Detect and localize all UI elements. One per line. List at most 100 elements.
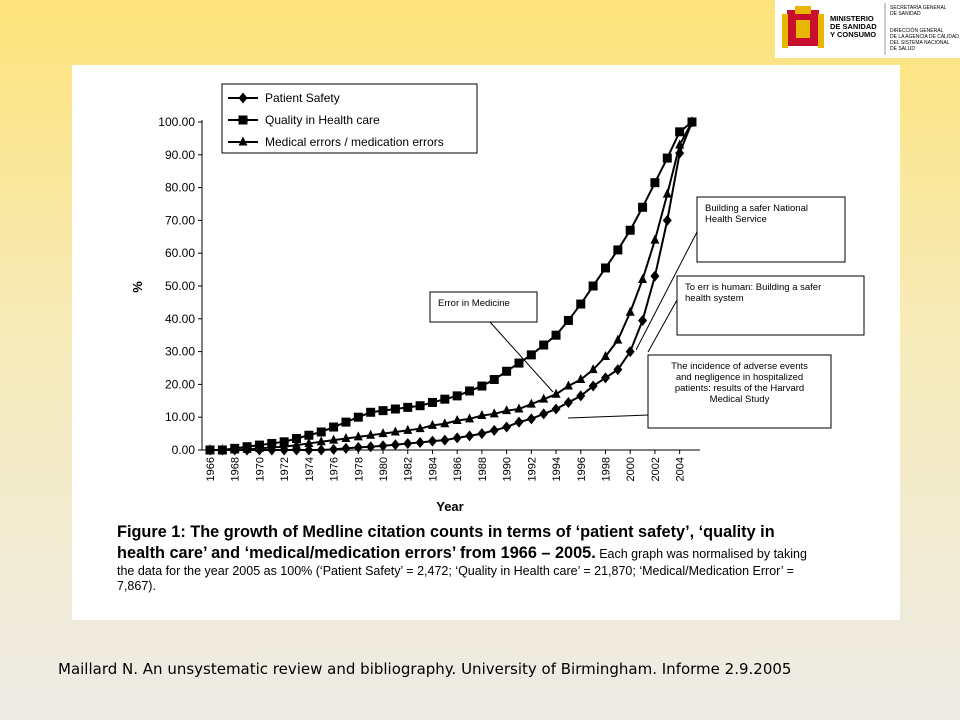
diamond-marker [662,214,672,226]
diamond-marker [600,372,610,384]
logo-ministry: DE SANIDAD [830,22,877,31]
annotation-leader [647,299,678,353]
square-marker [353,412,363,422]
triangle-marker [551,388,561,398]
square-marker [427,397,437,407]
triangle-marker [353,431,363,441]
square-marker [304,430,314,440]
y-tick-label: 50.00 [165,279,195,293]
square-marker [366,407,376,417]
square-marker [675,127,685,137]
x-tick-label: 1996 [576,457,588,481]
square-marker [502,366,512,376]
diamond-marker [238,92,248,104]
triangle-marker [662,188,672,198]
square-marker [316,427,326,437]
series-line [210,121,693,451]
square-marker [563,315,573,325]
triangle-marker [238,136,248,146]
y-tick-label: 60.00 [165,246,195,260]
diamond-marker [378,440,388,452]
x-tick-label: 1988 [477,457,489,481]
x-tick-label: 1992 [526,457,538,481]
square-marker [514,358,524,368]
diamond-marker [465,430,475,442]
square-marker [489,374,499,384]
logo-direction: DE SALUD [890,46,915,52]
diamond-marker [551,403,561,415]
triangle-marker [217,444,227,454]
y-tick-label: 40.00 [165,312,195,326]
logo-secretariat: DE SANIDAD [890,11,921,17]
x-tick-label: 1972 [279,457,291,481]
legend-box [221,83,478,154]
triangle-marker [502,405,512,415]
annotation-text: health system [685,293,744,304]
diamond-marker [353,441,363,453]
triangle-marker [415,423,425,433]
annotation-text: Error in Medicine [438,298,510,309]
square-marker [477,381,487,391]
x-tick-label: 1994 [551,457,563,481]
triangle-marker [563,380,573,390]
square-marker [415,401,425,411]
x-tick-label: 1982 [403,457,415,481]
y-axis-label: % [130,281,145,293]
triangle-marker [588,364,598,374]
triangle-marker [452,414,462,424]
y-tick-label: 80.00 [165,181,195,195]
x-tick-label: 1998 [600,457,612,481]
y-tick-label: 0.00 [172,443,196,457]
logo-ministry: Y CONSUMO [830,30,876,39]
y-tick-label: 10.00 [165,410,195,424]
annotation-text: The incidence of adverse events [671,361,808,372]
x-tick-label: 2002 [650,457,662,481]
caption-text: Each graph was normalised by taking the … [117,547,807,593]
diamond-marker [415,436,425,448]
square-marker [650,178,660,188]
y-tick-label: 20.00 [165,377,195,391]
square-marker [440,394,450,404]
square-marker [526,350,536,360]
triangle-marker [625,306,635,316]
diamond-marker [390,439,400,451]
annotation-box [696,196,846,263]
annotation-leader [635,231,698,351]
logo-ministry: MINISTERIO [830,14,874,23]
diamond-marker [588,380,598,392]
triangle-marker [316,436,326,446]
caption-bold: Figure 1: The growth of Medline citation… [117,523,775,562]
logo-secretariat: SECRETARÍA GENERAL [890,4,947,11]
annotation-box [429,291,538,323]
diamond-marker [563,396,573,408]
triangle-marker [304,437,314,447]
diamond-marker [477,428,487,440]
annotation-box [676,275,865,336]
triangle-marker [489,408,499,418]
annotation-text: patients: results of the Harvard [675,383,804,394]
figure-panel [72,65,900,620]
y-tick-label: 70.00 [165,213,195,227]
y-tick-label: 100.00 [158,115,195,129]
diamond-marker [403,437,413,449]
y-tick-label: 90.00 [165,148,195,162]
annotation-text: Medical Study [710,394,770,405]
triangle-marker [329,434,339,444]
y-tick-label: 30.00 [165,345,195,359]
x-tick-label: 1968 [230,457,242,481]
triangle-marker [477,410,487,420]
logo-direction: DE LA AGENCIA DE CALIDAD [890,34,959,40]
logo-direction: DIRECCIÓN GENERAL [890,27,944,34]
square-marker [292,434,302,444]
square-marker [600,263,610,273]
square-marker [625,225,635,235]
annotation-text: Health Service [705,214,767,225]
diamond-marker [514,416,524,428]
triangle-marker [613,334,623,344]
triangle-marker [427,419,437,429]
diamond-marker [489,424,499,436]
triangle-marker [576,373,586,383]
series-line [210,121,693,451]
triangle-marker [403,424,413,434]
